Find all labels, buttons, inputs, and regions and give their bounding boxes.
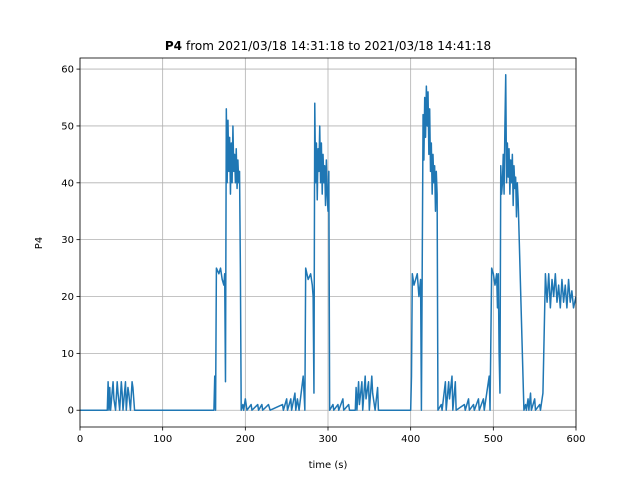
y-axis-label: P4 [34,237,45,249]
y-tick-label: 30 [61,235,74,246]
y-tick-label: 50 [61,121,74,132]
x-tick-label: 100 [153,434,172,445]
x-tick-label: 0 [77,434,83,445]
y-tick-label: 40 [61,178,74,189]
x-tick-label: 200 [236,434,255,445]
title-bold: P4 [165,39,182,53]
title-text: from 2021/03/18 14:31:18 to 2021/03/18 1… [186,39,491,53]
x-tick-label: 300 [318,434,337,445]
x-tick-label: 600 [566,434,585,445]
x-tick-label: 500 [484,434,503,445]
x-axis-label: time (s) [309,460,348,471]
y-tick-label: 0 [68,406,74,417]
plot-frame [79,57,577,428]
y-tick-label: 10 [61,349,74,360]
y-tick-label: 60 [61,65,74,76]
data-line [80,74,576,411]
y-tick-label: 20 [61,292,74,303]
x-tick-label: 400 [401,434,420,445]
chart-title: P4 from 2021/03/18 14:31:18 to 2021/03/18… [165,39,491,53]
